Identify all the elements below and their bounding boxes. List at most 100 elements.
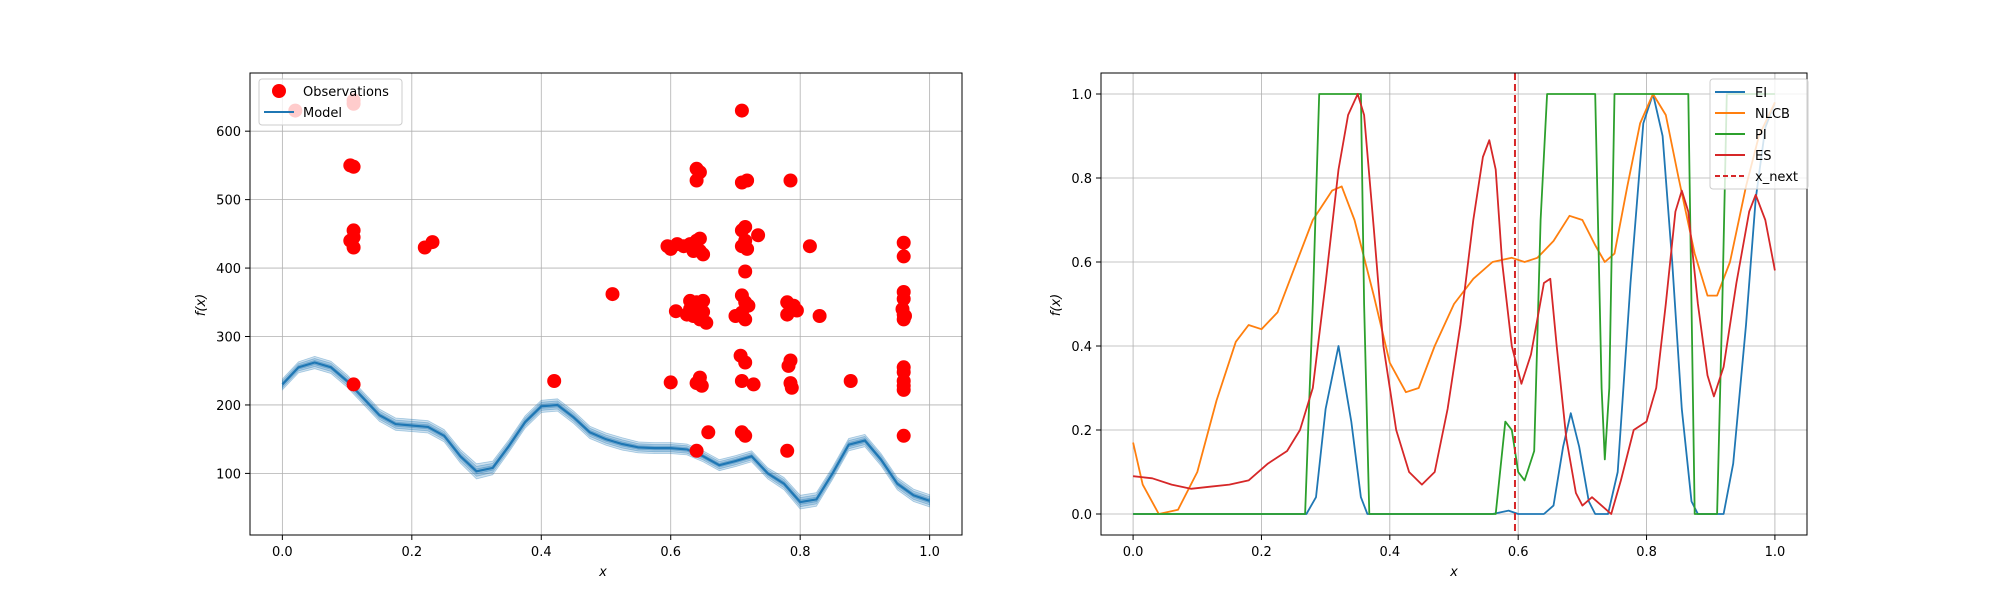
acquisition-lines xyxy=(1132,93,1776,515)
legend-box xyxy=(1709,78,1809,190)
legend-marker-observations xyxy=(272,84,286,98)
observation-point xyxy=(746,377,761,392)
x-tick-label: 0.0 xyxy=(1123,545,1144,560)
observation-point xyxy=(738,264,753,279)
x-tick-labels: 0.0 0.2 0.4 0.6 0.8 1.0 xyxy=(272,535,940,560)
x-tick-labels: 0.0 0.2 0.4 0.6 0.8 1.0 xyxy=(1123,535,1786,560)
y-tick-label: 0.6 xyxy=(1071,256,1092,271)
legend: EI NLCB PI ES x_next xyxy=(1709,78,1809,190)
grid xyxy=(250,73,962,535)
y-tick-label: 200 xyxy=(216,399,241,414)
observation-point xyxy=(780,307,795,322)
y-tick-label: 0.8 xyxy=(1071,172,1092,187)
legend: Observations Model xyxy=(258,78,403,126)
series-line-pi xyxy=(1133,93,1775,515)
y-tick-label: 0.0 xyxy=(1071,508,1092,523)
y-axis-label: f(x) xyxy=(194,294,209,316)
legend-label-nlcb: NLCB xyxy=(1755,107,1790,122)
observation-point xyxy=(699,315,714,330)
observation-point xyxy=(605,287,620,302)
observation-point xyxy=(896,428,911,443)
observation-point xyxy=(738,312,753,327)
legend-label-ei: EI xyxy=(1755,86,1767,101)
legend-box xyxy=(258,78,403,126)
y-tick-label: 300 xyxy=(216,331,241,346)
observation-point xyxy=(689,443,704,458)
observation-point xyxy=(694,378,709,393)
x-axis-label: x xyxy=(598,565,607,580)
observation-point xyxy=(896,291,911,306)
x-tick-label: 0.4 xyxy=(531,545,552,560)
x-axis-label: x xyxy=(1449,565,1458,580)
observation-point xyxy=(784,380,799,395)
plot-frame xyxy=(249,72,963,536)
observation-point xyxy=(740,241,755,256)
model-band xyxy=(282,358,930,508)
x-tick-label: 0.2 xyxy=(1251,545,1272,560)
observation-point xyxy=(740,173,755,188)
observation-point xyxy=(738,428,753,443)
legend-label-pi: PI xyxy=(1755,128,1767,143)
model-line xyxy=(281,361,930,504)
observation-point xyxy=(346,377,361,392)
observation-point xyxy=(696,247,711,262)
legend-label-es: ES xyxy=(1755,149,1771,164)
x-tick-label: 0.2 xyxy=(401,545,422,560)
x-tick-label: 0.0 xyxy=(272,545,293,560)
observation-point xyxy=(346,240,361,255)
observation-point xyxy=(701,425,716,440)
observation-point xyxy=(896,382,911,397)
observation-point xyxy=(783,173,798,188)
legend-label-model: Model xyxy=(303,106,342,121)
grid xyxy=(1101,73,1807,535)
model-band xyxy=(282,355,930,510)
observation-point xyxy=(547,374,562,388)
observation-point xyxy=(738,355,753,370)
y-tick-label: 600 xyxy=(216,125,241,140)
plot-frame xyxy=(1100,72,1808,536)
series-line-nlcb xyxy=(1132,93,1776,515)
observation-points xyxy=(288,93,912,458)
acquisition-functions-chart: 0.0 0.2 0.4 0.6 0.8 1.0 0.00.20.40.60.81.0 x … xyxy=(1049,72,1809,580)
observation-point xyxy=(668,304,683,319)
y-tick-label: 1.0 xyxy=(1071,88,1092,103)
legend-label-x-next: x_next xyxy=(1755,170,1798,185)
x-tick-label: 0.8 xyxy=(1636,545,1657,560)
observation-point xyxy=(734,374,749,388)
observation-point xyxy=(689,173,704,188)
observation-point xyxy=(734,103,749,118)
observation-point xyxy=(896,235,911,250)
x-tick-label: 0.8 xyxy=(790,545,811,560)
observation-point xyxy=(896,312,911,327)
y-tick-label: 400 xyxy=(216,262,241,277)
x-tick-label: 0.4 xyxy=(1379,545,1400,560)
y-tick-label: 0.2 xyxy=(1071,424,1092,439)
model-band xyxy=(282,360,930,505)
observation-point xyxy=(751,228,766,243)
observation-point xyxy=(812,309,827,323)
x-tick-label: 1.0 xyxy=(1765,545,1786,560)
observation-point xyxy=(692,231,707,246)
observation-point xyxy=(802,239,817,254)
series-line-es xyxy=(1133,93,1776,515)
y-tick-label: 500 xyxy=(216,194,241,209)
y-tick-label: 0.4 xyxy=(1071,340,1092,355)
y-tick-labels: 0.0 0.2 0.4 0.6 0.8 1.0 xyxy=(1071,88,1101,523)
observation-point xyxy=(425,235,440,250)
x-tick-label: 0.6 xyxy=(1508,545,1529,560)
observation-point xyxy=(843,374,858,388)
observation-point xyxy=(896,249,911,264)
observation-point xyxy=(346,159,361,174)
x-tick-label: 0.6 xyxy=(660,545,681,560)
y-axis-label: f(x) xyxy=(1049,294,1064,316)
y-tick-label: 100 xyxy=(216,467,241,482)
observation-point xyxy=(781,358,796,373)
y-tick-labels: 100 200 300 400 500 600 xyxy=(216,125,250,482)
model-confidence-bands xyxy=(282,355,930,510)
observation-point xyxy=(663,375,678,390)
legend-label-observations: Observations xyxy=(303,85,389,100)
observation-point xyxy=(780,443,795,458)
x-tick-label: 1.0 xyxy=(919,545,940,560)
